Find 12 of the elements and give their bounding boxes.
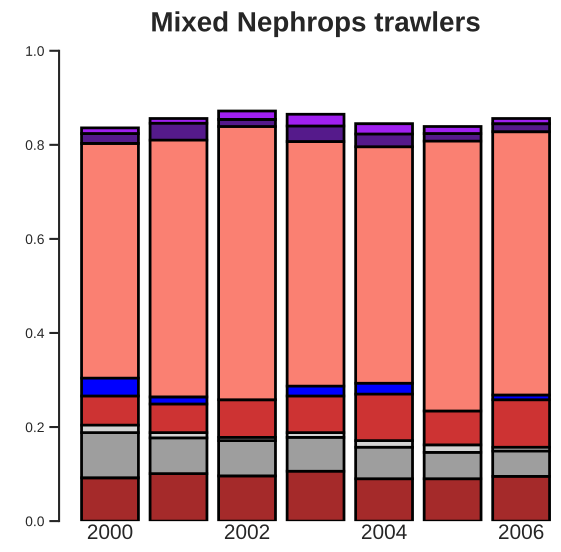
bar [491, 398, 551, 449]
y-tick-label: 0.2 [26, 422, 44, 432]
chart-title: Mixed Nephrops trawlers [152, 11, 480, 38]
x-tick-label: 2004 [362, 524, 407, 540]
y-tick-label: 1.0 [26, 46, 44, 56]
x-tick-label: 2000 [88, 524, 132, 540]
y-tick-label: 0.4 [26, 328, 44, 338]
y-tick-label: 0.8 [26, 140, 44, 150]
x-tick-label: 2002 [224, 524, 270, 540]
y-tick-label: 0.0 [26, 516, 44, 526]
y-tick-label: 0.6 [26, 234, 44, 244]
x-tick-label: 2006 [499, 524, 544, 540]
